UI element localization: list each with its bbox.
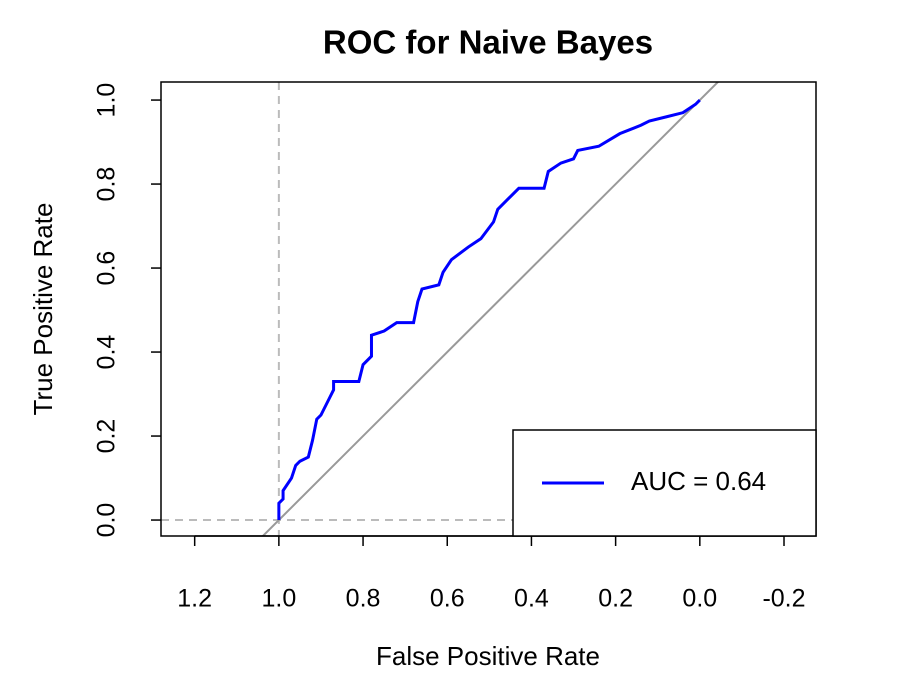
x-tick-label: 0.6 xyxy=(430,585,465,613)
x-tick-label: 0.2 xyxy=(598,585,633,613)
y-tick-label: 1.0 xyxy=(93,83,121,118)
y-tick-label: 0.0 xyxy=(93,503,121,538)
x-axis-title: False Positive Rate xyxy=(376,641,600,671)
x-tick-label: 1.0 xyxy=(261,585,296,613)
x-tick-label: 1.2 xyxy=(177,585,212,613)
x-tick-label: -0.2 xyxy=(762,585,805,613)
plot-frame xyxy=(160,81,817,537)
legend-label: AUC = 0.64 xyxy=(631,466,766,496)
x-tick-label: 0.0 xyxy=(682,585,717,613)
y-axis-title: True Positive Rate xyxy=(28,203,58,416)
chart-title: ROC for Naive Bayes xyxy=(323,24,653,61)
x-tick-label: 0.4 xyxy=(514,585,549,613)
chance-diagonal xyxy=(261,82,720,536)
y-tick-label: 0.2 xyxy=(93,419,121,454)
y-tick-label: 0.8 xyxy=(93,167,121,202)
roc-curve xyxy=(277,98,701,521)
y-tick-label: 0.4 xyxy=(93,335,121,370)
y-tick-label: 0.6 xyxy=(93,251,121,286)
x-tick-label: 0.8 xyxy=(346,585,381,613)
plot-area xyxy=(161,82,816,536)
